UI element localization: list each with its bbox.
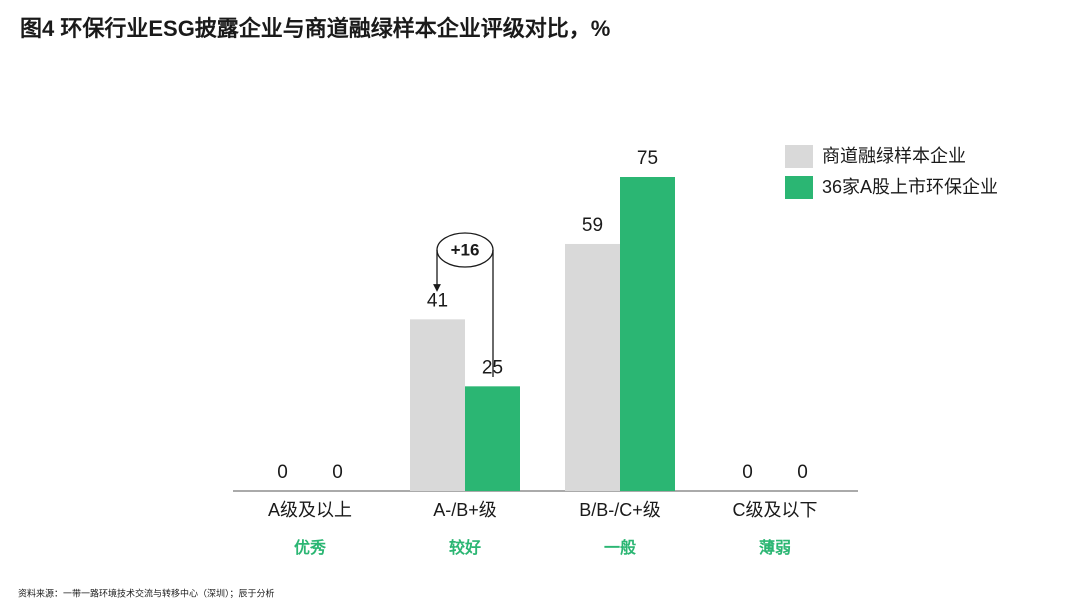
x-tick-label: A级及以上 xyxy=(268,500,352,520)
x-tick-label: C级及以下 xyxy=(733,500,818,520)
bar xyxy=(410,319,465,491)
value-label: 0 xyxy=(332,462,343,483)
annotation-text: +16 xyxy=(451,240,480,259)
bar xyxy=(565,243,620,491)
value-label: 25 xyxy=(482,357,503,378)
legend-label: 36家A股上市环保企业 xyxy=(822,177,998,197)
legend-swatch xyxy=(785,145,813,168)
category-note: 优秀 xyxy=(294,538,326,557)
value-label: 59 xyxy=(582,215,603,236)
x-tick-label: B/B-/C+级 xyxy=(579,500,661,520)
legend-swatch xyxy=(785,176,813,199)
bar xyxy=(465,386,520,491)
legend-label: 商道融绿样本企业 xyxy=(822,146,966,166)
annotation: +16 xyxy=(433,232,494,377)
value-label: 0 xyxy=(797,462,808,483)
value-label: 41 xyxy=(427,290,448,311)
value-label: 75 xyxy=(637,148,658,169)
category-note: 一般 xyxy=(604,538,636,557)
chart-title: 图4 环保行业ESG披露企业与商道融绿样本企业评级对比，% xyxy=(20,16,610,41)
value-label: 0 xyxy=(742,462,753,483)
category-note: 较好 xyxy=(449,538,481,557)
value-label: 0 xyxy=(277,462,288,483)
x-tick-label: A-/B+级 xyxy=(433,500,497,520)
source: 资料来源：一带一路环境技术交流与转移中心（深圳）；辰于分析 xyxy=(18,587,275,598)
category-note: 薄弱 xyxy=(759,538,791,557)
bar xyxy=(620,177,675,491)
